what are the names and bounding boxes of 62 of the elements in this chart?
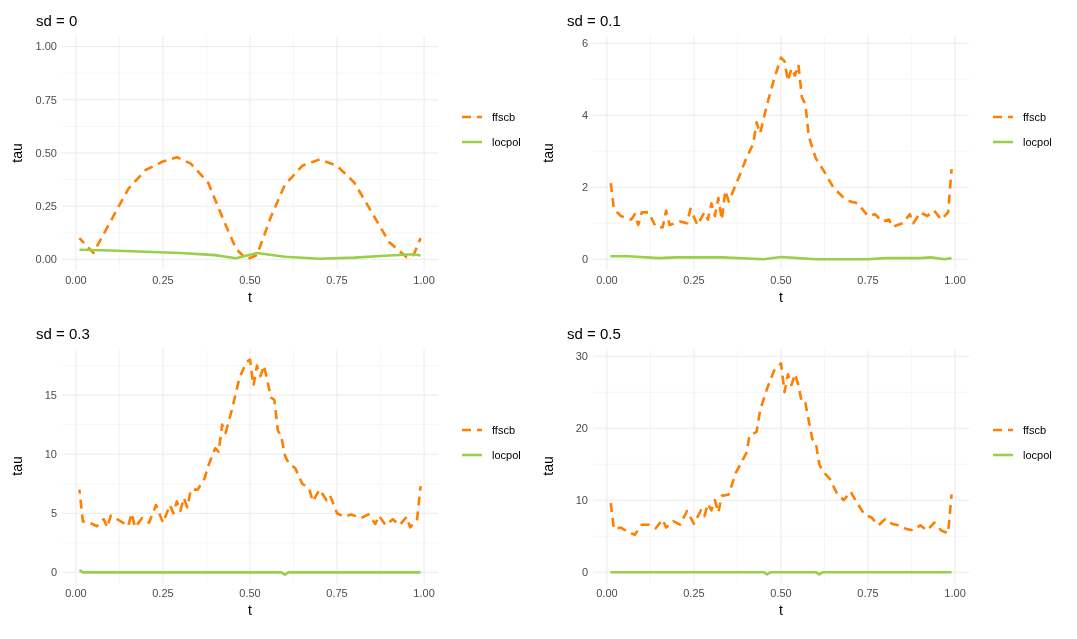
chart-title: sd = 0: [36, 12, 78, 29]
x-tick-label: 0.50: [239, 587, 261, 599]
x-tick-label: 1.00: [413, 587, 435, 599]
x-tick-label: 0.00: [65, 274, 87, 286]
y-tick-label: 10: [575, 494, 588, 507]
legend-label: locpol: [492, 135, 521, 148]
x-tick-label: 1.00: [944, 587, 966, 599]
y-axis-title: tau: [540, 143, 556, 163]
x-tick-label: 0.75: [857, 274, 879, 286]
y-tick-label: 0.25: [35, 200, 57, 213]
y-tick-label: 5: [50, 507, 57, 520]
x-tick-label: 0.75: [326, 274, 348, 286]
line-series: [609, 362, 953, 537]
y-tick-label: 1.00: [35, 40, 57, 53]
x-tick-label: 0.25: [152, 587, 174, 599]
x-tick-label: 0.25: [683, 274, 705, 286]
line-series: [609, 56, 953, 229]
y-tick-label: 30: [575, 350, 588, 363]
y-tick-label: 6: [581, 37, 588, 50]
x-tick-label: 0.50: [770, 274, 792, 286]
y-tick-label: 0: [50, 566, 57, 579]
y-tick-label: 0: [581, 253, 588, 266]
y-axis-title: tau: [9, 143, 25, 163]
x-tick-label: 1.00: [944, 274, 966, 286]
x-axis-title: t: [779, 602, 784, 618]
y-axis-title: tau: [9, 456, 25, 476]
legend-label: locpol: [492, 448, 521, 461]
chart-title: sd = 0.3: [36, 325, 90, 342]
line-series: [78, 358, 422, 529]
line-series: [78, 155, 422, 261]
x-tick-label: 0.25: [152, 274, 174, 286]
y-tick-label: 0.50: [35, 146, 57, 159]
y-tick-label: 0: [581, 566, 588, 579]
chart-title: sd = 0.5: [567, 325, 621, 342]
y-tick-label: 10: [44, 448, 57, 461]
legend-label: locpol: [1023, 135, 1052, 148]
y-tick-label: 0.00: [35, 253, 57, 266]
x-tick-label: 0.75: [857, 587, 879, 599]
x-axis-title: t: [248, 602, 253, 618]
legend-label: ffscb: [492, 110, 516, 123]
legend-label: ffscb: [1023, 423, 1047, 436]
legend-label: locpol: [1023, 448, 1052, 461]
x-tick-label: 0.00: [65, 587, 87, 599]
y-axis-title: tau: [540, 456, 556, 476]
legend-label: ffscb: [1023, 110, 1047, 123]
y-tick-label: 15: [44, 388, 57, 401]
x-tick-label: 0.50: [770, 587, 792, 599]
chart-title: sd = 0.1: [567, 12, 621, 29]
legend-label: ffscb: [492, 423, 516, 436]
x-tick-label: 0.25: [683, 587, 705, 599]
y-tick-label: 4: [581, 109, 588, 122]
x-tick-label: 1.00: [413, 274, 435, 286]
x-tick-label: 0.00: [596, 274, 618, 286]
line-series: [78, 248, 422, 261]
y-tick-label: 0.75: [35, 93, 57, 106]
x-tick-label: 0.00: [596, 587, 618, 599]
y-tick-label: 2: [581, 181, 588, 194]
y-tick-label: 20: [575, 422, 588, 435]
x-axis-title: t: [248, 289, 253, 305]
x-tick-label: 0.50: [239, 274, 261, 286]
x-tick-label: 0.75: [326, 587, 348, 599]
x-axis-title: t: [779, 289, 784, 305]
